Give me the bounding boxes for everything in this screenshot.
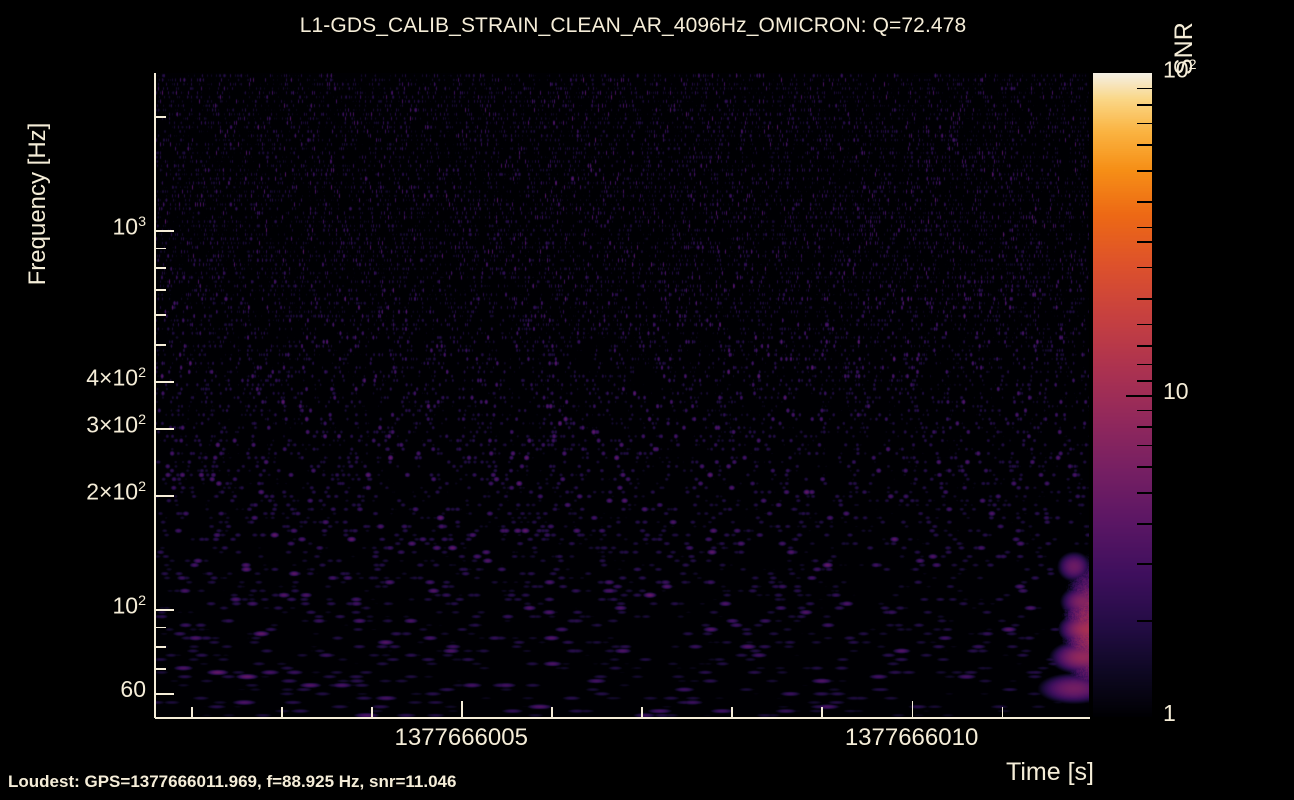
x-tick-major [461, 701, 463, 717]
colorbar-tick-minor [1137, 380, 1152, 382]
x-tick-minor [191, 707, 193, 717]
y-tick-minor [155, 314, 166, 316]
x-tick-minor [371, 707, 373, 717]
colorbar-tick-minor [1137, 466, 1152, 469]
y-tick-major [155, 428, 174, 430]
colorbar-tick-minor [1137, 444, 1152, 447]
y-tick-label: 102 [112, 593, 146, 619]
colorbar-tick-label: 1 [1163, 700, 1176, 726]
y-tick-major [155, 381, 174, 383]
colorbar-tick-minor [1137, 426, 1152, 428]
y-tick-major [155, 230, 174, 232]
colorbar-tick-minor [1137, 122, 1152, 125]
colorbar-tick-minor [1137, 104, 1152, 106]
spectrogram-plot-area [155, 73, 1089, 717]
page-title: L1-GDS_CALIB_STRAIN_CLEAN_AR_4096Hz_OMIC… [299, 14, 967, 37]
y-tick-major [155, 609, 174, 611]
x-tick-minor [1001, 707, 1004, 717]
colorbar-tick-minor [1137, 620, 1152, 622]
y-tick-label: 4×102 [86, 364, 146, 391]
y-tick-minor [155, 344, 166, 346]
y-tick-minor [155, 646, 166, 648]
colorbar-tick-minor [1137, 266, 1152, 269]
y-tick-label: 3×102 [86, 412, 146, 439]
y-tick-label: 60 [120, 676, 146, 703]
spectrogram-heatmap [155, 73, 1089, 717]
x-tick-minor [641, 707, 643, 717]
y-tick-minor [155, 247, 166, 250]
colorbar-tick-minor [1137, 144, 1152, 147]
colorbar-tick-minor [1137, 298, 1152, 300]
y-tick-minor [155, 289, 166, 291]
colorbar-tick-minor [1137, 491, 1152, 494]
y-tick-major [155, 495, 174, 497]
colorbar-tick-minor [1137, 226, 1152, 229]
colorbar-tick-minor [1137, 241, 1152, 243]
loudest-event-status: Loudest: GPS=1377666011.969, f=88.925 Hz… [8, 772, 457, 791]
colorbar-tick-minor [1137, 409, 1152, 412]
y-tick-minor [155, 626, 166, 629]
x-tick-minor [551, 707, 553, 717]
x-tick-label: 1377666010 [844, 724, 979, 751]
x-axis-line [155, 717, 1090, 719]
y-tick-minor [155, 116, 166, 118]
colorbar-tick-minor [1137, 87, 1152, 90]
colorbar-tick-minor [1137, 363, 1152, 366]
colorbar-tick-minor [1137, 201, 1152, 203]
colorbar-tick-minor [1137, 523, 1152, 525]
y-tick-major [155, 693, 174, 695]
y-tick-minor [155, 668, 166, 670]
y-tick-label: 2×102 [86, 478, 146, 505]
colorbar [1093, 73, 1152, 717]
colorbar-tick-label: 102 [1163, 56, 1197, 83]
colorbar-tick-minor [1137, 563, 1152, 565]
x-tick-label: 1377666005 [394, 724, 528, 751]
y-tick-minor [155, 267, 166, 269]
colorbar-tick-minor [1137, 169, 1152, 172]
x-tick-minor [731, 707, 733, 717]
colorbar-tick-label: 10 [1163, 378, 1189, 404]
x-tick-major [911, 701, 914, 717]
colorbar-tick-minor [1137, 345, 1152, 347]
y-tick-label: 103 [112, 213, 146, 240]
x-axis-title: Time [s] [1006, 758, 1094, 786]
y-axis-title: Frequency [Hz] [24, 122, 51, 286]
y-axis-line [154, 73, 156, 718]
colorbar-tick-minor [1137, 323, 1152, 326]
x-tick-minor [821, 707, 823, 717]
x-tick-minor [281, 707, 283, 717]
colorbar-tick-major [1126, 395, 1152, 397]
colorbar-title: SNR [1170, 22, 1198, 75]
